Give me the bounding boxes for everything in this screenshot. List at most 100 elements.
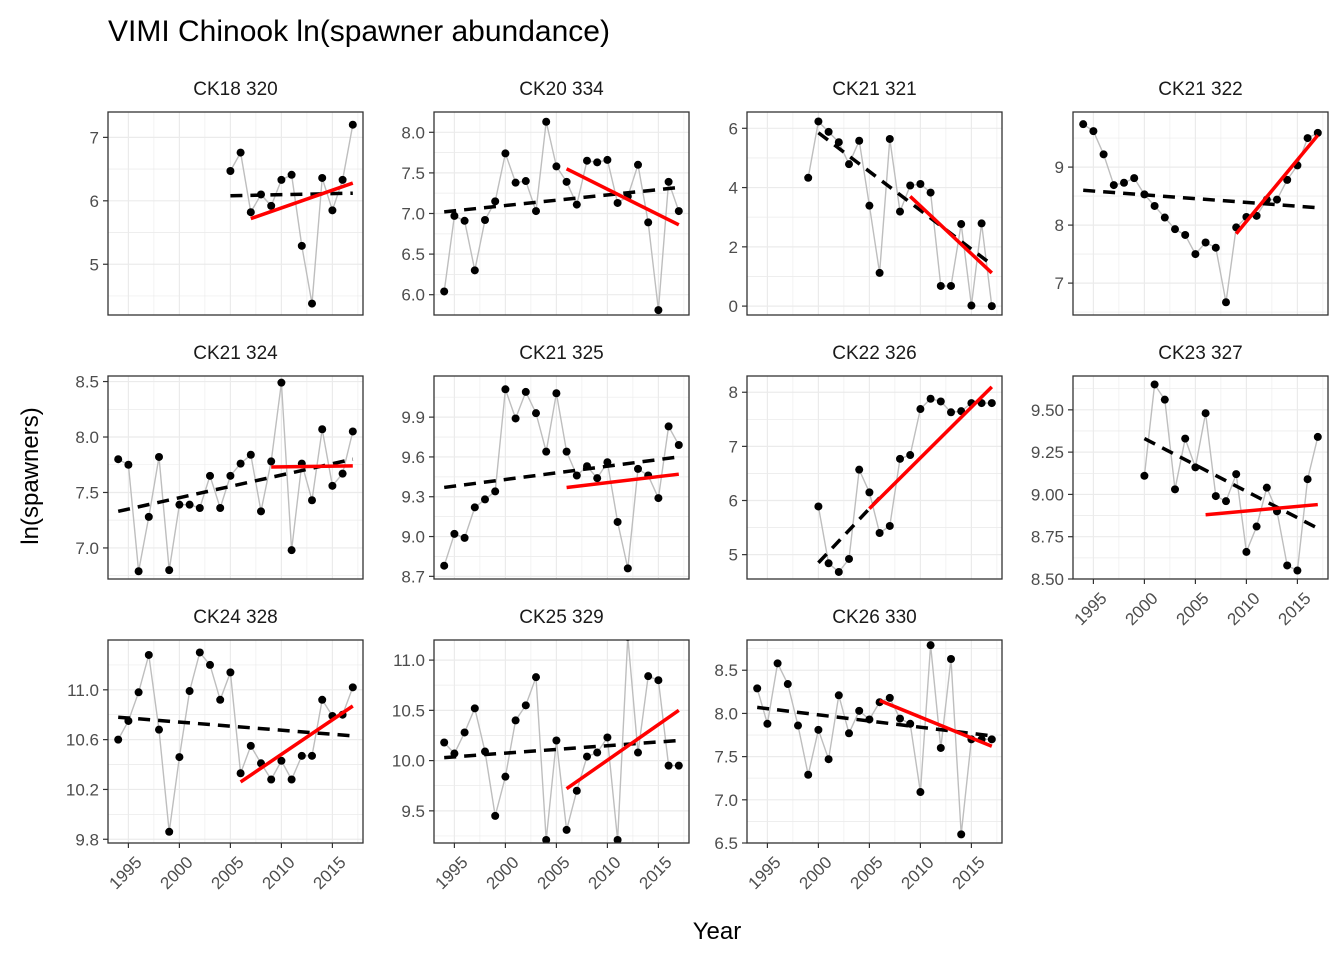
data-point xyxy=(114,735,123,744)
x-tick-label: 2000 xyxy=(1122,589,1162,629)
x-tick-label: 2000 xyxy=(796,853,836,893)
data-point xyxy=(257,190,265,199)
y-tick-label: 9.0 xyxy=(401,528,425,547)
data-point xyxy=(1171,485,1179,494)
panel-title: CK23 327 xyxy=(1158,343,1243,364)
panel: CK20 334 6.0 6.5 7.0 7.5 8.0 xyxy=(401,79,690,316)
data-point xyxy=(216,504,225,513)
recent-trend-line xyxy=(565,708,680,791)
panel-border xyxy=(1072,111,1329,316)
data-point xyxy=(1313,432,1322,441)
data-point xyxy=(348,120,357,129)
y-tick-label: 7.0 xyxy=(714,791,738,810)
y-tick-label: 7 xyxy=(729,437,738,456)
data-point xyxy=(532,207,540,216)
panel-title: CK21 321 xyxy=(832,79,917,100)
data-point xyxy=(501,385,510,394)
data-point xyxy=(654,676,663,685)
long-term-trend-line xyxy=(817,131,993,267)
data-point xyxy=(936,397,945,406)
y-tick-label: 8.7 xyxy=(401,567,425,586)
data-point xyxy=(134,688,143,697)
recent-trend-line xyxy=(250,181,354,221)
data-point xyxy=(460,533,469,542)
data-point xyxy=(328,481,337,490)
data-point xyxy=(603,155,612,164)
data-point xyxy=(277,378,286,387)
recent-trend-line xyxy=(868,385,994,510)
recent-trend-line xyxy=(1234,134,1320,235)
y-tick-label: 6.5 xyxy=(714,834,738,853)
data-point xyxy=(885,134,894,143)
panel-title: CK24 328 xyxy=(193,607,278,628)
data-point xyxy=(865,488,874,497)
data-point xyxy=(613,517,622,526)
data-point xyxy=(470,503,479,512)
data-point xyxy=(1242,547,1251,556)
data-point xyxy=(297,751,306,760)
data-point xyxy=(1079,120,1088,129)
data-point xyxy=(206,471,214,480)
data-point xyxy=(144,650,153,659)
panel-border xyxy=(1072,375,1329,580)
series-line xyxy=(1143,382,1319,572)
data-point xyxy=(572,471,581,480)
y-tick-label: 7.5 xyxy=(75,483,99,502)
data-point xyxy=(773,659,782,668)
data-point xyxy=(834,138,843,147)
x-tick-label: 2010 xyxy=(259,853,299,893)
y-tick-label: 8.0 xyxy=(401,123,425,142)
panel-plot-area xyxy=(434,112,689,315)
x-tick-label: 2010 xyxy=(898,853,938,893)
data-point xyxy=(257,507,265,516)
data-point xyxy=(532,409,540,418)
x-tick-label: 1995 xyxy=(432,853,472,893)
data-point xyxy=(794,721,802,730)
panel-border xyxy=(746,375,1003,580)
data-point xyxy=(926,188,935,197)
y-tick-label: 10.5 xyxy=(392,701,425,720)
data-point xyxy=(804,173,813,182)
data-point xyxy=(552,389,561,398)
data-point xyxy=(1303,134,1312,143)
data-point xyxy=(1140,471,1149,480)
data-point xyxy=(511,178,520,187)
data-point xyxy=(916,180,925,189)
data-point xyxy=(865,715,874,724)
y-tick-label: 9.00 xyxy=(1031,485,1064,504)
data-point xyxy=(1171,225,1179,234)
data-point xyxy=(593,748,602,757)
data-point xyxy=(593,158,602,167)
data-point xyxy=(603,458,612,467)
data-point xyxy=(440,561,449,570)
data-point xyxy=(987,735,996,744)
recent-trend-line xyxy=(271,464,353,469)
data-point xyxy=(195,648,204,657)
data-point xyxy=(236,148,245,157)
panel-plot-area xyxy=(108,640,363,843)
y-tick-label: 8.0 xyxy=(714,704,738,723)
panel: CK23 327 8.50 8.75 9.00 9.25 9.50 1995 2000 2005… xyxy=(1031,343,1329,629)
data-point xyxy=(481,215,489,224)
data-point xyxy=(906,451,915,460)
data-point xyxy=(987,399,996,408)
data-point xyxy=(185,500,194,509)
data-point xyxy=(987,302,996,311)
data-point xyxy=(246,450,255,459)
x-tick-label: 2000 xyxy=(483,853,523,893)
panel-border xyxy=(746,639,1003,844)
data-point xyxy=(308,496,316,505)
data-point xyxy=(267,457,276,466)
data-point xyxy=(297,241,306,250)
data-point xyxy=(1211,243,1220,252)
data-point xyxy=(470,704,479,713)
data-point xyxy=(491,197,500,206)
data-point xyxy=(134,567,143,576)
data-point xyxy=(1099,150,1108,159)
panel-plot-area xyxy=(747,640,1002,843)
panel-title: CK18 320 xyxy=(193,79,278,100)
y-tick-label: 6 xyxy=(90,192,99,211)
data-point xyxy=(603,733,612,742)
data-point xyxy=(613,198,622,207)
data-point xyxy=(521,177,530,186)
